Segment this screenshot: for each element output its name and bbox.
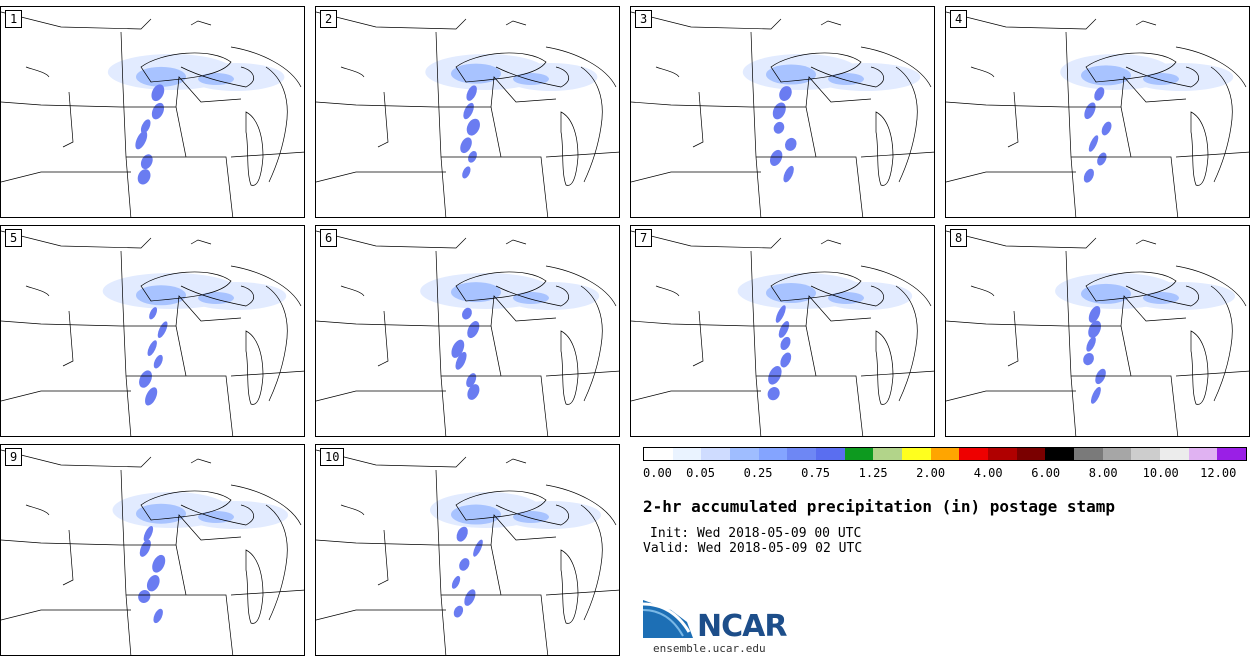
colorbar-swatch	[1074, 448, 1103, 460]
colorbar-swatch	[1217, 448, 1247, 460]
ncar-logo-icon	[643, 600, 693, 638]
colorbar-tick-label: 0.75	[801, 466, 831, 480]
precip-field	[1055, 273, 1236, 404]
precip-field	[1060, 54, 1234, 183]
map-panel-4: 4	[945, 6, 1250, 218]
member-number-label: 7	[635, 229, 653, 247]
member-number-label: 10	[320, 448, 345, 466]
precip-field	[420, 273, 600, 400]
member-number-label: 9	[5, 448, 23, 466]
colorbar-swatch	[902, 448, 931, 460]
colorbar-swatch	[672, 448, 702, 460]
colorbar-tick-label: 0.05	[686, 466, 715, 480]
precip-field	[425, 54, 598, 179]
map-panel-6: 6	[315, 225, 620, 437]
colorbar-swatch	[988, 448, 1017, 460]
map-panel-1: 1	[0, 6, 305, 218]
member-number-label: 8	[950, 229, 968, 247]
precip-field	[107, 54, 285, 185]
precip-field	[102, 273, 287, 406]
colorbar-tick-label: 0.00	[643, 466, 672, 480]
member-number-label: 6	[320, 229, 338, 247]
colorbar-swatch	[844, 448, 874, 460]
colorbar-tick-label: 10.00	[1142, 466, 1179, 480]
map-panel-7: 7	[630, 225, 935, 437]
colorbar-tick-label: 0.25	[743, 466, 773, 480]
colorbar-swatch	[873, 448, 903, 460]
colorbar-swatch	[730, 448, 759, 460]
map-panel-9: 9	[0, 444, 305, 656]
member-number-label: 4	[950, 10, 968, 28]
map-panel-2: 2	[315, 6, 620, 218]
colorbar-tick-label: 2.00	[916, 466, 946, 480]
init-time: Init: Wed 2018-05-09 00 UTC	[650, 526, 862, 541]
precip-field	[737, 273, 913, 401]
colorbar-swatch	[1016, 448, 1046, 460]
map-panel-3: 3	[630, 6, 935, 218]
colorbar-tick-label: 1.25	[858, 466, 888, 480]
map-panel-5: 5	[0, 225, 305, 437]
colorbar-tick-labels: 0.00 0.05 0.25 0.75 1.25 2.00 4.00 6.00 8.00 10.0…	[643, 466, 1247, 480]
figure-title: 2-hr accumulated precipitation (in) post…	[643, 497, 1116, 516]
colorbar-tick-label: 12.00	[1200, 466, 1237, 480]
map-panel-8: 8	[945, 225, 1250, 437]
precip-field	[112, 492, 289, 624]
logo-url: ensemble.ucar.edu	[653, 642, 766, 655]
ncar-logo-text: NCAR	[697, 609, 787, 644]
colorbar-swatch	[1102, 448, 1132, 460]
colorbar-tick-label: 6.00	[1031, 466, 1061, 480]
colorbar-swatch	[1131, 448, 1161, 460]
valid-time: Valid: Wed 2018-05-09 02 UTC	[643, 541, 863, 556]
colorbar-swatch	[701, 448, 731, 460]
map-panel-10: 10	[315, 444, 620, 656]
colorbar-tick-label: 4.00	[973, 466, 1003, 480]
colorbar-swatch	[644, 448, 673, 460]
colorbar-swatch	[1188, 448, 1218, 460]
member-number-label: 5	[5, 229, 23, 247]
colorbar-swatch	[1160, 448, 1189, 460]
precip-field	[429, 492, 602, 618]
colorbar-swatch	[930, 448, 960, 460]
colorbar-tick-label: 8.00	[1088, 466, 1118, 480]
colorbar-swatch	[959, 448, 989, 460]
colorbar-swatch	[816, 448, 845, 460]
member-number-label: 2	[320, 10, 338, 28]
precip-colorbar	[643, 447, 1247, 461]
precip-field	[742, 54, 921, 183]
member-number-label: 1	[5, 10, 23, 28]
colorbar-swatch	[787, 448, 817, 460]
member-number-label: 3	[635, 10, 653, 28]
colorbar-swatch	[758, 448, 788, 460]
colorbar-swatch	[1045, 448, 1075, 460]
